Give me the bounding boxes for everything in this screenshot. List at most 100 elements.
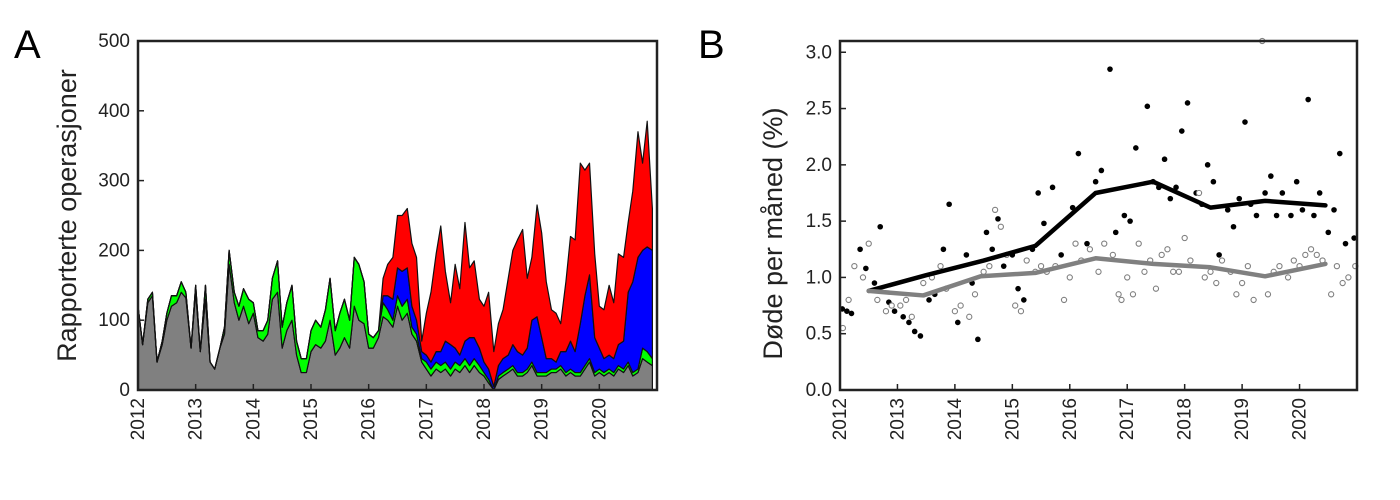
panel-b-filled-point xyxy=(1173,184,1179,191)
panel-b-y-tick-label: 3.0 xyxy=(806,42,832,63)
panel-b-open-point xyxy=(1012,302,1019,309)
panel-b-open-point xyxy=(902,296,910,304)
panel-b-filled-point xyxy=(1288,212,1294,219)
panel-b-open-point xyxy=(845,296,852,304)
panel-b-open-point xyxy=(1175,268,1183,275)
panel-b-filled-point xyxy=(940,246,947,253)
panel-b-x-tick-label: 2012 xyxy=(830,398,851,440)
panel-b-filled-point xyxy=(863,265,869,272)
panel-a-y-tick-label: 300 xyxy=(98,171,130,192)
panel-b-filled-point xyxy=(1342,240,1349,247)
panel-b-open-point xyxy=(1141,268,1148,275)
panel-b-filled-point xyxy=(844,308,850,314)
panel-b-filled-point xyxy=(1167,195,1174,202)
panel-b-open-point xyxy=(971,291,979,298)
panel-b-x-tick-label: 2017 xyxy=(1117,398,1138,440)
panel-a-x-tick-label: 2017 xyxy=(416,398,437,440)
panel-b-y-tick-label: 0.5 xyxy=(806,324,832,345)
panel-b-filled-point xyxy=(917,333,924,339)
panel-b-open-point xyxy=(1307,246,1315,253)
panel-b-x-tick-label: 2018 xyxy=(1175,398,1196,440)
panel-b-filled-point xyxy=(1092,178,1099,185)
panel-a-x-tick-label: 2018 xyxy=(474,398,495,440)
panel-b-trend-line-3 xyxy=(866,256,1328,298)
panel-b-filled-point xyxy=(1015,285,1021,292)
panel-a-y-tick-label: 100 xyxy=(98,310,130,331)
panel-b-letter: B xyxy=(698,23,725,67)
panel-b-open-point xyxy=(1095,268,1102,275)
panel-b-filled-point xyxy=(1293,178,1300,185)
panel-a-x-tick-label: 2012 xyxy=(128,398,149,440)
panel-b-filled-point xyxy=(1041,220,1047,227)
panel-b-y-tick-label: 2.5 xyxy=(806,99,832,120)
panel-b-open-point xyxy=(957,302,964,309)
panel-b-filled-point xyxy=(1035,190,1041,196)
panel-b-x-tick-label: 2016 xyxy=(1060,398,1081,440)
panel-b-filled-point xyxy=(926,297,932,303)
panel-b-filled-point xyxy=(1262,190,1268,196)
panel-b-open-point xyxy=(1345,274,1352,281)
panel-b-open-point xyxy=(908,313,915,320)
panel-b-open-point xyxy=(851,263,858,270)
panel-b-filled-point xyxy=(1305,96,1311,103)
panel-b-filled-point xyxy=(877,223,884,230)
panel-b-filled-point xyxy=(1351,235,1357,241)
panel-b-filled-point xyxy=(983,229,990,236)
panel-b-filled-point xyxy=(911,328,918,335)
panel-b-filled-point xyxy=(1299,207,1306,213)
panel-b-filled-point xyxy=(1098,167,1105,174)
panel-b-filled-point xyxy=(900,314,906,320)
panel-a-x-tick-label: 2015 xyxy=(301,398,322,440)
panel-b-filled-point xyxy=(1210,178,1217,185)
panel-b-filled-point xyxy=(1144,103,1151,110)
panel-b-open-point xyxy=(1115,291,1122,298)
panel-b-open-point xyxy=(1328,291,1335,298)
panel-b-filled-point xyxy=(848,310,855,317)
panel-b-filled-point xyxy=(989,246,996,253)
panel-b-open-point xyxy=(991,206,999,214)
panel-b-x-tick-label: 2020 xyxy=(1290,398,1311,440)
panel-b-open-point xyxy=(1201,274,1208,281)
panel-b-filled-point xyxy=(946,201,952,208)
panel-b-x-tick-label: 2015 xyxy=(1002,398,1023,440)
panel-b-open-point xyxy=(1264,291,1272,298)
panel-b-open-point xyxy=(1244,263,1252,270)
panel-b-filled-point xyxy=(1268,173,1274,179)
panel-b-open-point xyxy=(997,223,1004,230)
panel-b-filled-point xyxy=(1273,212,1280,219)
panel-b-open-point xyxy=(980,268,987,275)
panel-a-x-tick-label: 2020 xyxy=(589,398,610,440)
panel-b-open-point xyxy=(1313,251,1320,259)
panel-b-y-axis-label: Døde per måned (%) xyxy=(758,107,788,359)
panel-b-filled-point xyxy=(1121,212,1128,219)
panel-b-x-tick-label: 2014 xyxy=(945,398,966,441)
panel-a-y-tick-label: 200 xyxy=(98,240,130,261)
panel-b-open-point xyxy=(1181,234,1188,242)
panel-b-open-point xyxy=(1086,246,1094,253)
panel-a-y-tick-label: 500 xyxy=(98,31,130,52)
panel-b-open-point xyxy=(1284,274,1292,281)
panel-b-y-tick-label: 1.5 xyxy=(806,211,832,232)
panel-b-y-tick-label: 2.0 xyxy=(806,155,832,176)
panel-b-open-point xyxy=(1238,279,1246,287)
panel-b-open-point xyxy=(1066,274,1073,281)
panel-b-open-point xyxy=(937,263,944,270)
panel-b-filled-point xyxy=(1230,223,1237,230)
panel-b-open-point xyxy=(897,302,904,309)
panel-b-filled-point xyxy=(1058,252,1064,258)
panel-b-filled-point xyxy=(1075,150,1082,157)
panel-b-open-point xyxy=(1302,251,1309,259)
panel-b-filled-point xyxy=(1316,190,1323,196)
panel-b-filled-point xyxy=(906,319,912,326)
panel-b-open-point xyxy=(874,296,881,304)
panel-b-plot-frame xyxy=(838,39,1359,392)
panel-b-filled-point xyxy=(1107,66,1113,72)
panel-b-filled-point xyxy=(857,246,863,253)
panel-b-open-point xyxy=(1037,263,1045,270)
panel-b-scatter-chart: 0.0 0.5 1.0 1.5 2.0 2.5 3.0 2012 2013 2014 2015 201… xyxy=(758,37,1359,441)
panel-b-filled-point xyxy=(954,319,961,326)
panel-b-open-point xyxy=(882,308,890,315)
panel-b-filled-point xyxy=(1279,190,1286,196)
panel-b-open-point xyxy=(865,240,872,247)
